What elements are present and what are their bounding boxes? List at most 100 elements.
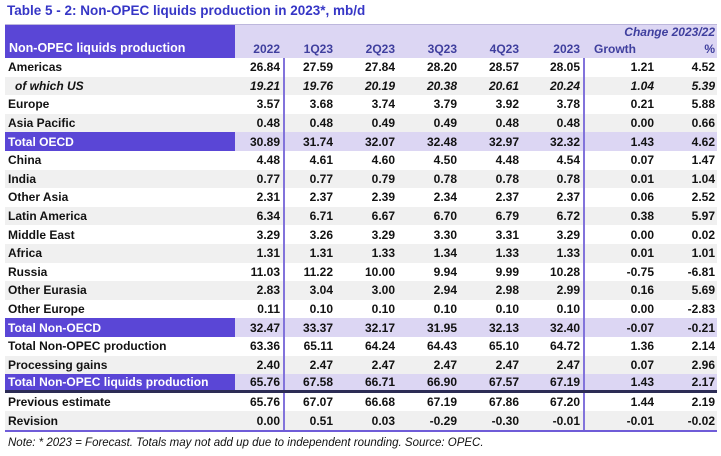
column-separator — [583, 132, 585, 151]
cell-value: 3.26 — [285, 225, 347, 244]
table-row: Total OECD 30.89 31.74 32.07 32.48 32.97 32.32… — [5, 132, 717, 151]
production-table: Non-OPEC liquids production Change 2023/… — [5, 24, 717, 432]
cell-value: 0.16 — [585, 281, 656, 300]
cell-value: 3.57 — [235, 95, 283, 114]
cell-value: 3.29 — [235, 225, 283, 244]
cell-value: 65.76 — [235, 374, 283, 390]
cell-value: -0.29 — [409, 411, 471, 430]
column-separator — [583, 299, 585, 319]
cell-value: -6.81 — [656, 262, 717, 282]
cell-value: 0.01 — [585, 243, 656, 263]
cell-value: -0.30 — [471, 411, 533, 430]
row-label: Europe — [5, 95, 235, 114]
cell-value: 1.44 — [585, 392, 656, 412]
cell-value: 67.57 — [471, 374, 533, 390]
cell-value: 6.67 — [347, 206, 409, 226]
table-row: Total Non-OECD 32.47 33.37 32.17 31.95 32.13 3… — [5, 318, 717, 337]
column-separator — [583, 355, 585, 375]
cell-value: 3.74 — [347, 95, 409, 114]
cell-value: 67.19 — [533, 374, 583, 390]
cell-value: 0.00 — [585, 113, 656, 133]
cell-value: 0.10 — [285, 299, 347, 319]
table-row: Total Non-OPEC production 63.36 65.11 64.24… — [5, 336, 717, 356]
column-header-2q23: 2Q23 — [365, 41, 395, 56]
cell-value: 2.37 — [285, 188, 347, 207]
cell-value: 0.77 — [235, 169, 283, 189]
cell-value: 0.10 — [409, 299, 471, 319]
cell-value: 67.19 — [409, 392, 471, 412]
column-separator — [583, 150, 585, 170]
change-period-header: Change 2023/22 — [624, 25, 715, 39]
cell-value: 30.89 — [235, 132, 283, 151]
cell-value: 0.48 — [471, 113, 533, 133]
cell-value: 2.40 — [235, 355, 283, 375]
cell-value: 2.96 — [656, 355, 717, 375]
cell-value: 2.47 — [533, 355, 583, 375]
column-separator — [283, 132, 285, 151]
cell-value: -2.83 — [656, 299, 717, 319]
column-separator — [583, 262, 585, 282]
column-separator — [283, 318, 285, 337]
column-separator — [583, 95, 585, 114]
cell-value: 2.19 — [656, 392, 717, 412]
cell-value: 11.03 — [235, 262, 283, 282]
cell-value: -0.07 — [585, 318, 656, 337]
cell-value: 20.19 — [347, 76, 409, 96]
cell-value: 0.48 — [285, 113, 347, 133]
cell-value: 2.98 — [471, 281, 533, 300]
column-separator — [283, 299, 285, 319]
column-separator — [283, 150, 285, 170]
table-row: Latin America 6.34 6.71 6.67 6.70 6.79 6.72 0.3… — [5, 206, 717, 226]
column-header-pct: % — [704, 41, 715, 56]
table-row: Processing gains 2.40 2.47 2.47 2.47 2.47 2.47… — [5, 355, 717, 375]
cell-value: 2.99 — [533, 281, 583, 300]
cell-value: 67.20 — [533, 392, 583, 412]
table-body: Americas 26.84 27.59 27.84 28.20 28.57 28.05 1.… — [5, 58, 717, 430]
cell-value: 2.31 — [235, 188, 283, 207]
table-row: Other Europe 0.11 0.10 0.10 0.10 0.10 0.10 0.00… — [5, 299, 717, 319]
row-label: Other Asia — [5, 188, 235, 207]
cell-value: 20.38 — [409, 76, 471, 96]
cell-value: 0.78 — [471, 169, 533, 189]
cell-value: 3.30 — [409, 225, 471, 244]
cell-value: 1.31 — [235, 243, 283, 263]
cell-value: 2.94 — [409, 281, 471, 300]
cell-value: 64.72 — [533, 336, 583, 356]
cell-value: 11.22 — [285, 262, 347, 282]
table-row: Total Non-OPEC liquids production 65.76 67… — [5, 374, 717, 393]
cell-value: 1.04 — [656, 169, 717, 189]
cell-value: 66.71 — [347, 374, 409, 390]
cell-value: 0.06 — [585, 188, 656, 207]
column-separator — [283, 336, 285, 356]
row-label: India — [5, 169, 235, 189]
cell-value: 3.00 — [347, 281, 409, 300]
cell-value: 9.94 — [409, 262, 471, 282]
cell-value: 19.21 — [235, 76, 283, 96]
cell-value: 32.32 — [533, 132, 583, 151]
cell-value: 1.43 — [585, 132, 656, 151]
cell-value: 4.60 — [347, 150, 409, 170]
table-row: Middle East 3.29 3.26 3.29 3.30 3.31 3.29 0.00 0… — [5, 225, 717, 244]
table-row: Asia Pacific 0.48 0.48 0.49 0.49 0.48 0.48 0.00… — [5, 113, 717, 133]
cell-value: 3.78 — [533, 95, 583, 114]
cell-value: 65.76 — [235, 392, 283, 412]
cell-value: 0.07 — [585, 150, 656, 170]
cell-value: 0.49 — [409, 113, 471, 133]
row-label: Middle East — [5, 225, 235, 244]
row-label: Total Non-OPEC production — [5, 336, 235, 356]
table-row: Americas 26.84 27.59 27.84 28.20 28.57 28.05 1.… — [5, 58, 717, 77]
cell-value: 4.48 — [471, 150, 533, 170]
cell-value: 0.66 — [656, 113, 717, 133]
table-title: Table 5 - 2: Non-OPEC liquids production… — [7, 3, 366, 18]
column-separator — [583, 206, 585, 226]
cell-value: 9.99 — [471, 262, 533, 282]
cell-value: 10.00 — [347, 262, 409, 282]
cell-value: 0.78 — [533, 169, 583, 189]
cell-value: 0.10 — [533, 299, 583, 319]
row-label: Total Non-OPEC liquids production — [5, 374, 235, 390]
cell-value: 10.28 — [533, 262, 583, 282]
cell-value: 3.68 — [285, 95, 347, 114]
cell-value: 0.51 — [285, 411, 347, 430]
cell-value: 0.01 — [585, 169, 656, 189]
cell-value: 1.01 — [656, 243, 717, 263]
